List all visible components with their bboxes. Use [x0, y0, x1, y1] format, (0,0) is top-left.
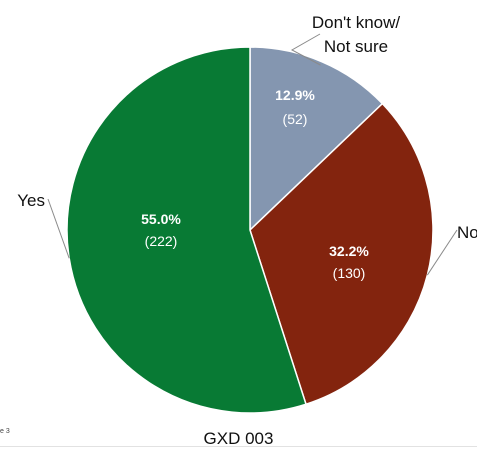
leader-line-yes	[47, 198, 70, 259]
percent-label-no: 32.2%	[329, 243, 369, 259]
page-number: e 3	[0, 428, 10, 435]
category-label-don-t-know-not-sure: Don't know/	[312, 13, 401, 32]
leader-lines	[47, 33, 458, 276]
pie-slices	[66, 46, 434, 414]
leader-line-don-t-know-not-sure	[290, 33, 321, 66]
count-label-don-t-know-not-sure: (52)	[283, 111, 308, 127]
percent-label-yes: 55.0%	[141, 211, 181, 227]
count-label-no: (130)	[333, 265, 366, 281]
leader-line-no	[426, 229, 458, 276]
footer-divider	[0, 446, 477, 447]
percent-label-don-t-know-not-sure: 12.9%	[275, 87, 315, 103]
category-label-no: No	[457, 223, 477, 242]
count-label-yes: (222)	[145, 233, 178, 249]
chart-caption: GXD 003	[203, 429, 274, 448]
pie-slice-no	[249, 102, 434, 406]
category-label-yes: Yes	[17, 191, 45, 210]
pie-slice-yes	[66, 46, 307, 414]
slice-labels: Don't know/Not sure 12.9% (52) No 32.2% (130)…	[17, 13, 477, 281]
pie-slice-don-t-know-not-sure	[249, 46, 384, 232]
category-label-don-t-know-not-sure: Not sure	[324, 37, 388, 56]
